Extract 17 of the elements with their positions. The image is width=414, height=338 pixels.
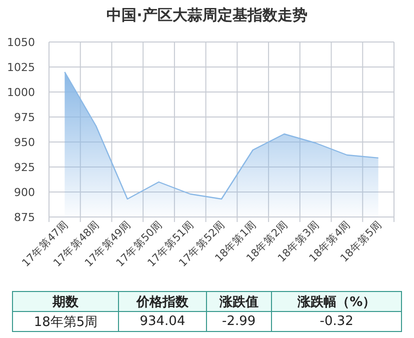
- y-tick-label: 900: [14, 186, 35, 199]
- text: -0.32: [272, 312, 402, 332]
- text: 涨跌值: [206, 292, 272, 312]
- text: 期数: [12, 292, 119, 312]
- y-tick-label: 950: [14, 136, 35, 149]
- y-tick-label: 975: [14, 111, 35, 124]
- text: -2.99: [206, 312, 272, 332]
- text: 18年第5周: [12, 312, 119, 332]
- y-tick-label: 875: [14, 211, 35, 224]
- y-tick-label: 1025: [7, 61, 35, 74]
- text: 涨跌幅（%）: [272, 292, 402, 312]
- text: 价格指数: [118, 292, 206, 312]
- y-tick-label: 925: [14, 161, 35, 174]
- chart-title: 中国·产区大蒜周定基指数走势: [106, 6, 308, 24]
- y-tick-label: 1000: [7, 86, 35, 99]
- y-tick-label: 1050: [7, 36, 35, 49]
- text: 934.04: [118, 312, 206, 332]
